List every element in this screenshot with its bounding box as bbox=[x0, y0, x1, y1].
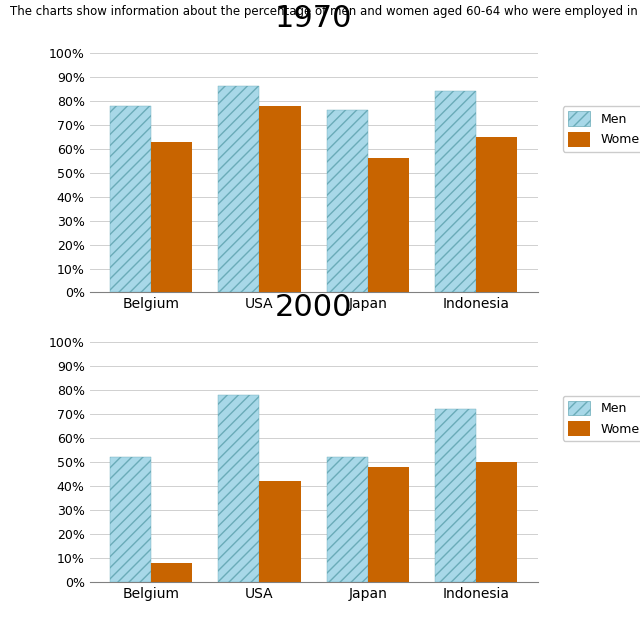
Bar bbox=[110, 457, 151, 582]
Bar bbox=[151, 563, 192, 582]
Text: The charts show information about the percentage of men and women aged 60-64 who: The charts show information about the pe… bbox=[10, 5, 640, 18]
Title: 1970: 1970 bbox=[275, 4, 353, 33]
Bar bbox=[326, 110, 368, 292]
Bar bbox=[151, 142, 192, 292]
Bar bbox=[476, 462, 517, 582]
Title: 2000: 2000 bbox=[275, 293, 353, 322]
Bar bbox=[368, 159, 409, 292]
Bar bbox=[326, 457, 368, 582]
Bar bbox=[368, 467, 409, 582]
Bar bbox=[218, 86, 259, 292]
Legend: Men, Women: Men, Women bbox=[563, 396, 640, 441]
Bar bbox=[435, 91, 476, 292]
Bar bbox=[110, 106, 151, 292]
Legend: Men, Women: Men, Women bbox=[563, 106, 640, 152]
Bar bbox=[218, 395, 259, 582]
Bar bbox=[435, 409, 476, 582]
Bar bbox=[476, 136, 517, 292]
Bar bbox=[259, 106, 301, 292]
Bar bbox=[259, 481, 301, 582]
